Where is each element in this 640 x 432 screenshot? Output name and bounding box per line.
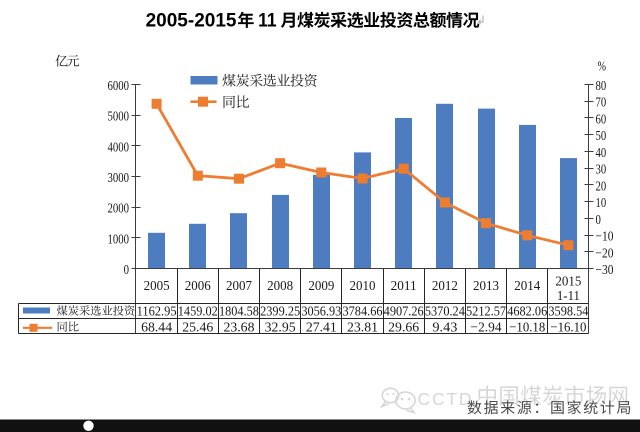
svg-text:3000: 3000 — [108, 171, 130, 186]
svg-text:1804.58: 1804.58 — [219, 305, 259, 320]
svg-text:2009: 2009 — [308, 279, 334, 294]
svg-text:−2.94: −2.94 — [471, 320, 502, 335]
svg-text:2005: 2005 — [144, 279, 170, 294]
svg-text:1162.95: 1162.95 — [137, 305, 177, 320]
svg-text:5000: 5000 — [108, 110, 130, 125]
svg-text:2008: 2008 — [267, 279, 293, 294]
svg-text:9.43: 9.43 — [432, 320, 457, 335]
svg-text:20: 20 — [596, 179, 607, 194]
svg-text:−20: −20 — [596, 246, 614, 261]
svg-text:3784.66: 3784.66 — [343, 305, 383, 320]
svg-text:2012: 2012 — [432, 279, 458, 294]
svg-text:11: 11 — [258, 10, 277, 31]
svg-text:2014: 2014 — [514, 279, 540, 294]
svg-text:32.95: 32.95 — [265, 320, 296, 335]
svg-text:5212.57: 5212.57 — [466, 305, 506, 320]
svg-text:3056.93: 3056.93 — [301, 305, 341, 320]
svg-text:30: 30 — [596, 163, 607, 178]
svg-text:2000: 2000 — [108, 202, 130, 217]
svg-text:68.44: 68.44 — [141, 320, 172, 335]
svg-text:0: 0 — [596, 213, 601, 228]
svg-text:25.46: 25.46 — [182, 320, 213, 335]
svg-text:3598.54: 3598.54 — [548, 305, 588, 320]
svg-text:4000: 4000 — [108, 140, 130, 155]
svg-text:4682.06: 4682.06 — [507, 305, 547, 320]
svg-text:2399.25: 2399.25 — [260, 305, 300, 320]
svg-text:1-11: 1-11 — [557, 289, 580, 304]
svg-text:2013: 2013 — [473, 279, 499, 294]
svg-text:−16.10: −16.10 — [550, 320, 586, 335]
svg-text:−10.18: −10.18 — [509, 320, 545, 335]
svg-text:1459.02: 1459.02 — [178, 305, 218, 320]
svg-text:29.66: 29.66 — [388, 320, 419, 335]
svg-text:2007: 2007 — [226, 279, 252, 294]
svg-text:−30: −30 — [596, 263, 614, 278]
svg-text:2005-2015: 2005-2015 — [146, 10, 237, 31]
svg-text:2015: 2015 — [555, 275, 581, 290]
svg-text:23.81: 23.81 — [347, 320, 378, 335]
svg-text:4907.26: 4907.26 — [384, 305, 424, 320]
svg-text:10: 10 — [596, 196, 607, 211]
svg-text:1000: 1000 — [108, 232, 130, 247]
svg-text:27.41: 27.41 — [306, 320, 337, 335]
svg-text:0: 0 — [124, 263, 129, 278]
svg-text:2006: 2006 — [185, 279, 211, 294]
svg-text:CCTD: CCTD — [418, 389, 474, 409]
svg-text:%: % — [598, 60, 607, 75]
svg-text:40: 40 — [596, 146, 607, 161]
svg-text:5370.24: 5370.24 — [425, 305, 465, 320]
svg-text:23.68: 23.68 — [223, 320, 254, 335]
svg-text:−10: −10 — [596, 230, 614, 245]
svg-text:70: 70 — [596, 96, 607, 111]
svg-text:6000: 6000 — [108, 79, 130, 94]
svg-text:80: 80 — [596, 79, 607, 94]
svg-text:2010: 2010 — [350, 279, 376, 294]
svg-text:2011: 2011 — [391, 279, 417, 294]
svg-text:60: 60 — [596, 112, 607, 127]
svg-text:50: 50 — [596, 129, 607, 144]
